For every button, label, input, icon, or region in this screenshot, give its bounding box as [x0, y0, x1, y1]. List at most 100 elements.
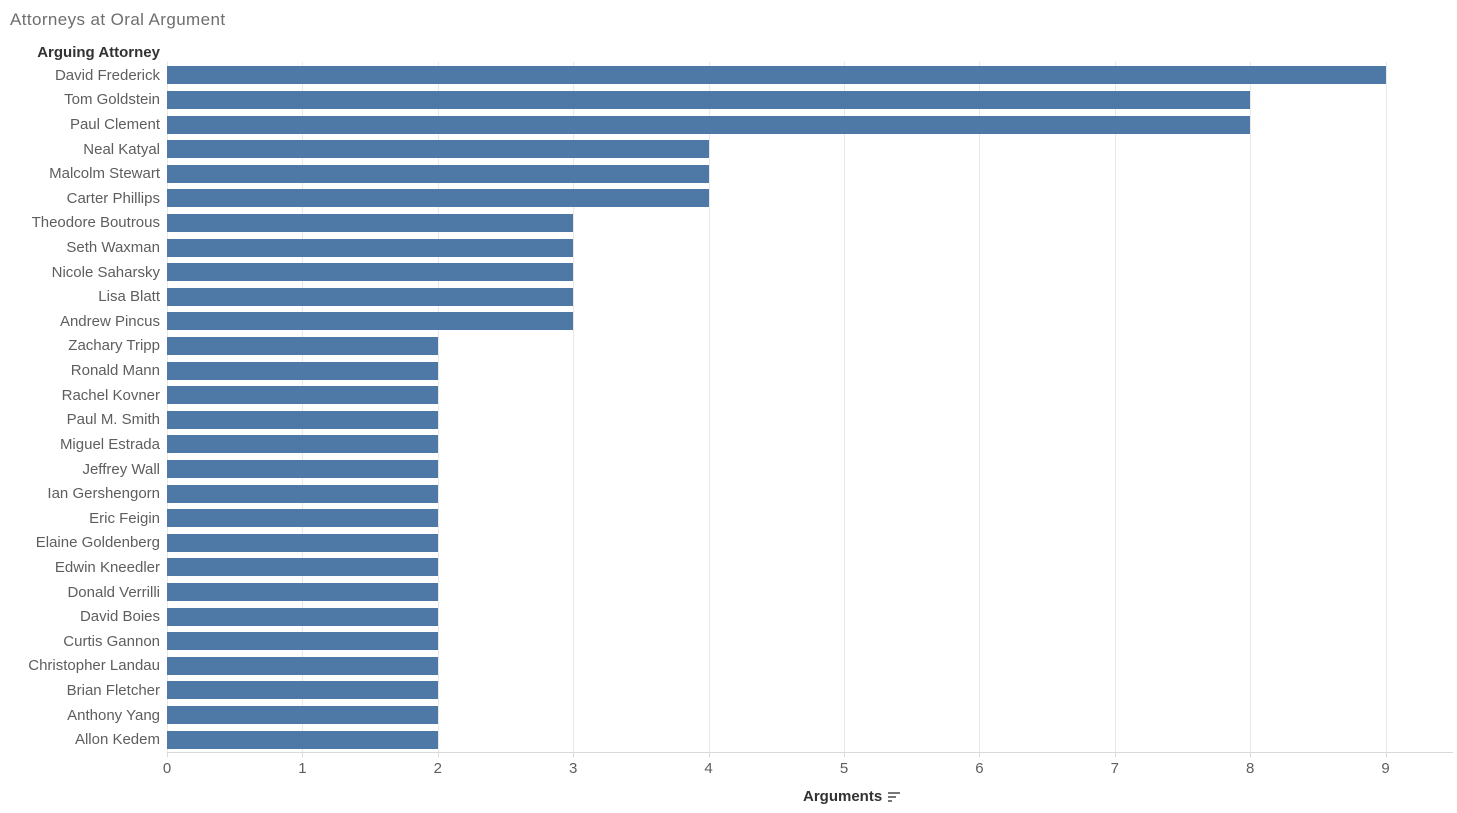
bar[interactable]: [167, 460, 438, 478]
x-axis-title[interactable]: Arguments: [803, 788, 901, 805]
x-tick-label: 2: [433, 760, 442, 777]
table-row: Anthony Yang: [0, 703, 1457, 728]
x-tick-label: 4: [704, 760, 713, 777]
bar[interactable]: [167, 115, 1251, 134]
category-label[interactable]: Ronald Mann: [70, 362, 160, 380]
category-label[interactable]: Edwin Kneedler: [54, 558, 160, 576]
category-label[interactable]: Paul Clement: [69, 116, 160, 133]
category-label[interactable]: Paul M. Smith: [66, 411, 160, 429]
bar[interactable]: [167, 66, 1386, 85]
table-row: Paul Clement: [0, 112, 1457, 137]
table-row: Nicole Saharsky: [0, 260, 1457, 285]
bar[interactable]: [167, 656, 438, 675]
category-label[interactable]: Tom Goldstein: [64, 91, 160, 109]
gridline: [1385, 62, 1387, 752]
category-label[interactable]: Eric Feigin: [89, 509, 160, 527]
bar[interactable]: [167, 238, 574, 257]
x-tick-mark: [302, 752, 304, 757]
bar[interactable]: [167, 189, 709, 208]
bar[interactable]: [167, 90, 1251, 109]
category-label[interactable]: Nicole Saharsky: [51, 263, 160, 281]
category-label[interactable]: Donald Verrilli: [67, 583, 160, 601]
bar[interactable]: [167, 164, 709, 183]
table-row: Malcolm Stewart: [0, 161, 1457, 186]
bar[interactable]: [167, 336, 438, 355]
table-row: Andrew Pincus: [0, 309, 1457, 334]
category-label[interactable]: Malcolm Stewart: [49, 165, 160, 183]
bar[interactable]: [167, 509, 438, 528]
bar[interactable]: [167, 361, 438, 380]
bar[interactable]: [167, 484, 438, 503]
category-label[interactable]: Lisa Blatt: [98, 288, 160, 306]
x-tick-mark: [844, 752, 845, 757]
table-row: David Boies: [0, 604, 1457, 629]
category-label[interactable]: Allon Kedem: [74, 731, 160, 749]
table-row: Allon Kedem: [0, 727, 1457, 752]
table-row: Seth Waxman: [0, 235, 1457, 260]
gridline: [167, 62, 168, 752]
x-tick-mark: [708, 752, 710, 757]
gridline: [708, 62, 710, 752]
category-label[interactable]: Curtis Gannon: [63, 632, 160, 650]
table-row: Lisa Blatt: [0, 284, 1457, 309]
category-label[interactable]: Ian Gershengorn: [47, 485, 160, 503]
table-row: Christopher Landau: [0, 654, 1457, 679]
gridline: [1114, 62, 1116, 752]
table-row: Donald Verrilli: [0, 580, 1457, 605]
x-axis-label: Arguments: [803, 788, 883, 805]
bar[interactable]: [167, 706, 438, 725]
gridline: [979, 62, 981, 752]
bar[interactable]: [167, 558, 438, 577]
table-row: Rachel Kovner: [0, 383, 1457, 408]
category-label[interactable]: Brian Fletcher: [66, 681, 160, 699]
category-label[interactable]: Seth Waxman: [66, 239, 160, 257]
table-row: Edwin Kneedler: [0, 555, 1457, 580]
bar[interactable]: [167, 730, 438, 749]
category-label[interactable]: Miguel Estrada: [59, 435, 160, 453]
bar[interactable]: [167, 435, 438, 454]
x-tick-mark: [979, 752, 981, 757]
table-row: Eric Feigin: [0, 506, 1457, 531]
bar[interactable]: [167, 213, 574, 232]
x-tick-mark: [1114, 752, 1116, 757]
table-row: Brian Fletcher: [0, 678, 1457, 703]
gridline: [844, 62, 845, 752]
category-label[interactable]: Zachary Tripp: [68, 337, 160, 355]
category-label[interactable]: Rachel Kovner: [61, 386, 160, 404]
table-row: Ian Gershengorn: [0, 481, 1457, 506]
category-label[interactable]: David Boies: [79, 608, 160, 626]
table-row: Tom Goldstein: [0, 88, 1457, 113]
table-row: Jeffrey Wall: [0, 457, 1457, 482]
bar[interactable]: [167, 410, 438, 429]
category-label[interactable]: David Frederick: [54, 66, 160, 84]
bar[interactable]: [167, 312, 574, 331]
x-tick-label: 5: [839, 760, 849, 777]
bar[interactable]: [167, 632, 438, 651]
bar[interactable]: [167, 287, 574, 306]
bar[interactable]: [167, 140, 709, 159]
x-tick-mark: [1250, 752, 1252, 757]
sort-descending-icon[interactable]: [888, 791, 901, 802]
bar[interactable]: [167, 681, 438, 700]
category-label[interactable]: Carter Phillips: [66, 189, 160, 207]
table-row: Paul M. Smith: [0, 407, 1457, 432]
x-tick-label: 0: [162, 760, 172, 777]
bar[interactable]: [167, 533, 438, 552]
x-tick-label: 6: [975, 760, 984, 777]
category-label[interactable]: Jeffrey Wall: [82, 460, 160, 478]
category-label[interactable]: Neal Katyal: [83, 140, 160, 158]
category-label[interactable]: Elaine Goldenberg: [35, 534, 160, 552]
gridline: [573, 62, 575, 752]
bar[interactable]: [167, 263, 574, 282]
table-row: David Frederick: [0, 63, 1457, 88]
category-label[interactable]: Anthony Yang: [67, 706, 160, 724]
gridline: [302, 62, 304, 752]
category-label[interactable]: Theodore Boutrous: [31, 214, 160, 232]
category-label[interactable]: Andrew Pincus: [59, 312, 160, 330]
category-label[interactable]: Christopher Landau: [28, 657, 160, 675]
bar[interactable]: [167, 583, 438, 602]
table-row: Carter Phillips: [0, 186, 1457, 211]
bar[interactable]: [167, 386, 438, 405]
bar[interactable]: [167, 607, 438, 626]
